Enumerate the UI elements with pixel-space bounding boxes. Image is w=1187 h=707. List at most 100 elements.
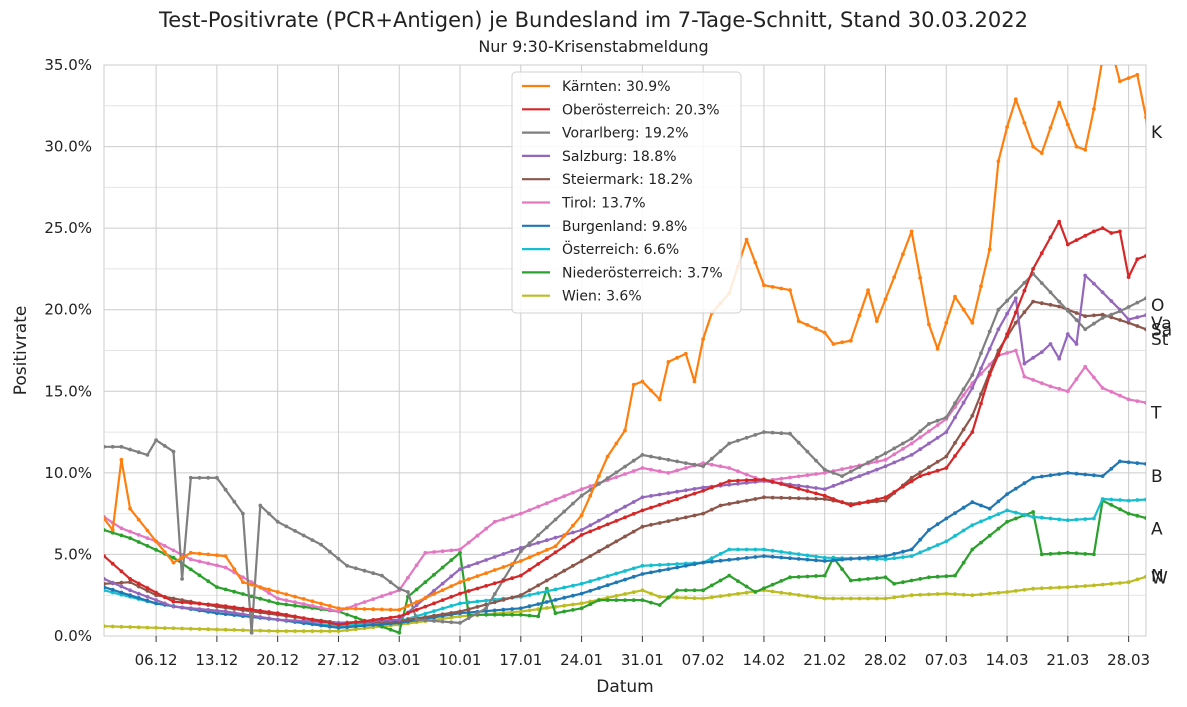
data-point: [1065, 471, 1070, 475]
data-point: [119, 444, 124, 449]
data-point: [301, 597, 306, 601]
data-point: [727, 593, 732, 597]
data-point: [110, 580, 115, 585]
data-point: [640, 379, 645, 384]
data-point: [1126, 305, 1131, 309]
data-point: [579, 533, 584, 537]
data-point: [571, 501, 575, 506]
data-point: [640, 588, 645, 593]
data-point: [197, 559, 202, 564]
data-point: [996, 352, 1001, 357]
data-point: [709, 456, 714, 461]
data-point: [553, 598, 558, 602]
data-point: [119, 533, 124, 538]
data-point: [666, 471, 671, 475]
data-point: [223, 609, 228, 614]
data-point: [215, 603, 219, 607]
data-point: [1126, 317, 1131, 322]
data-point: [145, 586, 150, 590]
data-point: [484, 609, 488, 613]
data-point: [961, 393, 966, 397]
data-point: [232, 605, 237, 610]
data-point: [136, 517, 141, 522]
data-point: [892, 460, 897, 465]
data-point: [345, 621, 349, 626]
data-point: [927, 546, 931, 551]
data-point: [692, 588, 697, 593]
x-tick-label: 13.12: [195, 651, 238, 669]
data-point: [1170, 464, 1174, 468]
x-axis-label: Datum: [596, 677, 654, 697]
data-point: [527, 541, 532, 546]
data-point: [1162, 274, 1166, 278]
data-point: [1005, 311, 1009, 316]
data-point: [388, 615, 393, 620]
data-point: [657, 492, 662, 497]
data-point: [475, 611, 480, 616]
data-point: [128, 447, 133, 452]
data-point: [518, 573, 523, 578]
data-point: [562, 509, 567, 514]
end-label-B: B: [1151, 467, 1163, 487]
data-point: [345, 612, 349, 617]
data-point: [501, 598, 506, 602]
end-label-St: St: [1151, 330, 1169, 350]
data-point: [258, 628, 263, 633]
data-point: [918, 537, 923, 542]
data-point: [380, 594, 384, 599]
data-point: [996, 327, 1001, 332]
data-point: [874, 576, 879, 580]
data-point: [527, 567, 532, 572]
data-point: [544, 501, 549, 506]
data-point: [588, 588, 593, 593]
data-point: [145, 536, 150, 540]
data-point: [770, 582, 775, 587]
data-point: [119, 580, 124, 585]
data-point: [449, 604, 454, 608]
data-point: [1048, 125, 1053, 130]
data-point: [1048, 473, 1053, 478]
data-point: [1092, 321, 1096, 326]
data-point: [727, 441, 732, 446]
data-point: [310, 629, 315, 633]
data-point: [371, 571, 376, 576]
data-point: [822, 487, 827, 492]
series-O: [104, 219, 1166, 627]
data-point: [640, 495, 645, 500]
data-point: [874, 554, 879, 559]
data-point: [805, 489, 810, 493]
data-point: [1144, 516, 1146, 520]
data-point: [770, 430, 775, 435]
data-point: [866, 499, 870, 504]
data-point: [640, 598, 645, 602]
data-point: [284, 629, 289, 633]
data-point: [866, 288, 870, 292]
data-point: [197, 573, 202, 578]
data-point: [927, 322, 931, 327]
data-point: [909, 475, 914, 480]
data-point: [918, 592, 923, 597]
data-point: [319, 542, 323, 547]
data-point: [779, 431, 784, 436]
data-point: [918, 429, 923, 434]
data-point: [1101, 57, 1105, 61]
data-point: [440, 565, 445, 570]
data-point: [1005, 125, 1009, 129]
data-point: [649, 505, 653, 510]
data-point: [744, 478, 749, 483]
data-point: [136, 596, 141, 600]
data-point: [640, 466, 645, 470]
data-point: [406, 604, 410, 608]
data-point: [1092, 313, 1096, 318]
y-tick-label: 15.0%: [44, 382, 92, 400]
data-point: [544, 556, 549, 561]
x-tick-label: 31.01: [621, 651, 664, 669]
data-point: [605, 598, 610, 602]
data-point: [414, 563, 419, 568]
data-point: [1057, 585, 1062, 590]
data-point: [918, 447, 923, 452]
data-point: [1074, 311, 1079, 315]
data-point: [1031, 378, 1035, 382]
data-point: [458, 621, 462, 625]
data-point: [258, 503, 263, 508]
